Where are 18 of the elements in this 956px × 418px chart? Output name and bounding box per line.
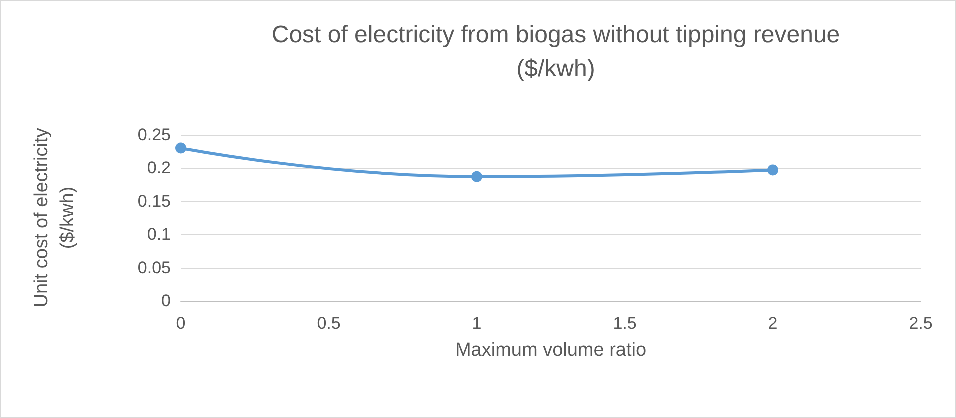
y-tick-label: 0.15 — [138, 192, 171, 211]
x-tick-label: 2.5 — [909, 314, 933, 333]
x-tick-label: 2 — [768, 314, 778, 333]
y-tick-label: 0.25 — [138, 126, 171, 144]
y-tick-label: 0.05 — [138, 258, 171, 278]
y-axis-title: Unit cost of electricity ($/kwh) — [32, 128, 78, 308]
x-tick-label: 1 — [472, 314, 482, 333]
y-tick-label: 0.1 — [147, 225, 171, 244]
point — [768, 164, 778, 176]
chart-title: Cost of electricity from biogas without tipping revenue ($/kwh) — [272, 22, 840, 82]
point — [472, 171, 482, 182]
x-tick-label: 0.5 — [317, 314, 341, 333]
y-tick-label: 0 — [162, 292, 171, 310]
x-tick-label: 0 — [176, 314, 186, 333]
point — [176, 142, 186, 154]
x-tick-label: 1.5 — [613, 314, 637, 333]
y-tick-label: 0.2 — [147, 158, 171, 178]
x-axis-title: Maximum volume ratio — [455, 340, 647, 361]
